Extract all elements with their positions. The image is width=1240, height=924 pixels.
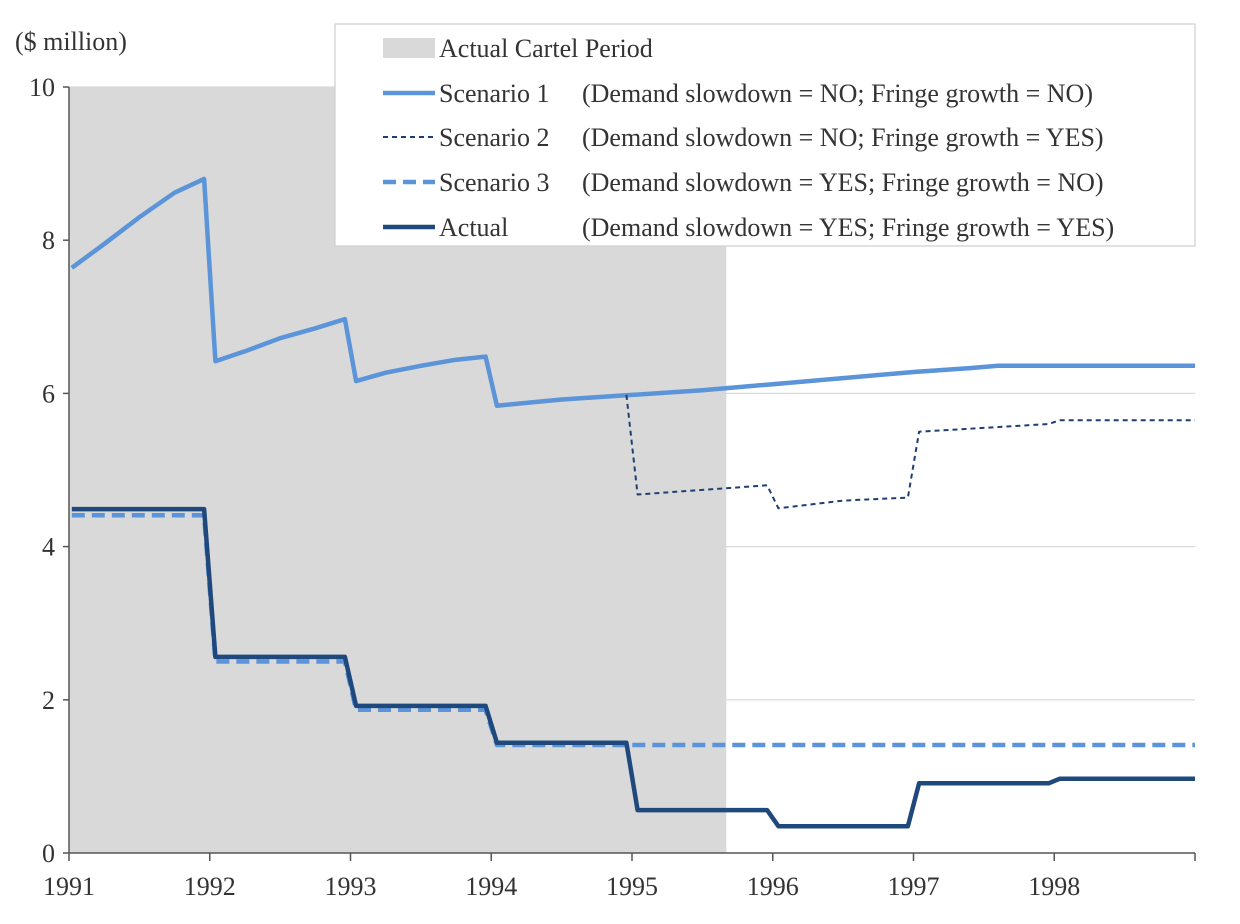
legend-label: Scenario 3 <box>439 168 549 197</box>
x-tick-label: 1991 <box>43 872 95 901</box>
series-line-scenario-1 <box>70 176 1195 408</box>
y-tick-label: 6 <box>42 379 55 408</box>
x-tick-label: 1997 <box>888 872 940 901</box>
y-tick-label: 2 <box>42 686 55 715</box>
legend-label: Scenario 2 <box>439 123 549 152</box>
x-tick-label: 1998 <box>1028 872 1080 901</box>
legend-note: (Demand slowdown = NO; Fringe growth = N… <box>582 79 1093 108</box>
series-line-scenario-2 <box>625 394 1195 510</box>
x-tick-label: 1995 <box>606 872 658 901</box>
legend-label-cartel-period: Actual Cartel Period <box>439 34 653 63</box>
y-tick-label: 0 <box>42 839 55 868</box>
legend-swatch-shaded <box>383 38 435 58</box>
legend-label: Actual <box>439 213 508 242</box>
y-tick-label: 8 <box>42 226 55 255</box>
legend-note: (Demand slowdown = YES; Fringe growth = … <box>582 168 1104 197</box>
x-tick-label: 1993 <box>325 872 377 901</box>
legend-label: Scenario 1 <box>439 79 549 108</box>
x-tick-label: 1996 <box>747 872 799 901</box>
legend-note: (Demand slowdown = YES; Fringe growth = … <box>582 213 1114 242</box>
y-tick-label: 4 <box>42 533 55 562</box>
x-tick-label: 1992 <box>184 872 236 901</box>
legend-note: (Demand slowdown = NO; Fringe growth = Y… <box>582 123 1104 152</box>
x-tick-label: 1994 <box>465 872 517 901</box>
y-axis-unit-label: ($ million) <box>15 27 127 56</box>
legend-box <box>334 23 1196 247</box>
y-tick-label: 10 <box>29 73 55 102</box>
series-line-actual <box>71 506 1195 829</box>
legend: Actual Cartel Period Scenario 1 (Demand sl… <box>334 23 1196 247</box>
